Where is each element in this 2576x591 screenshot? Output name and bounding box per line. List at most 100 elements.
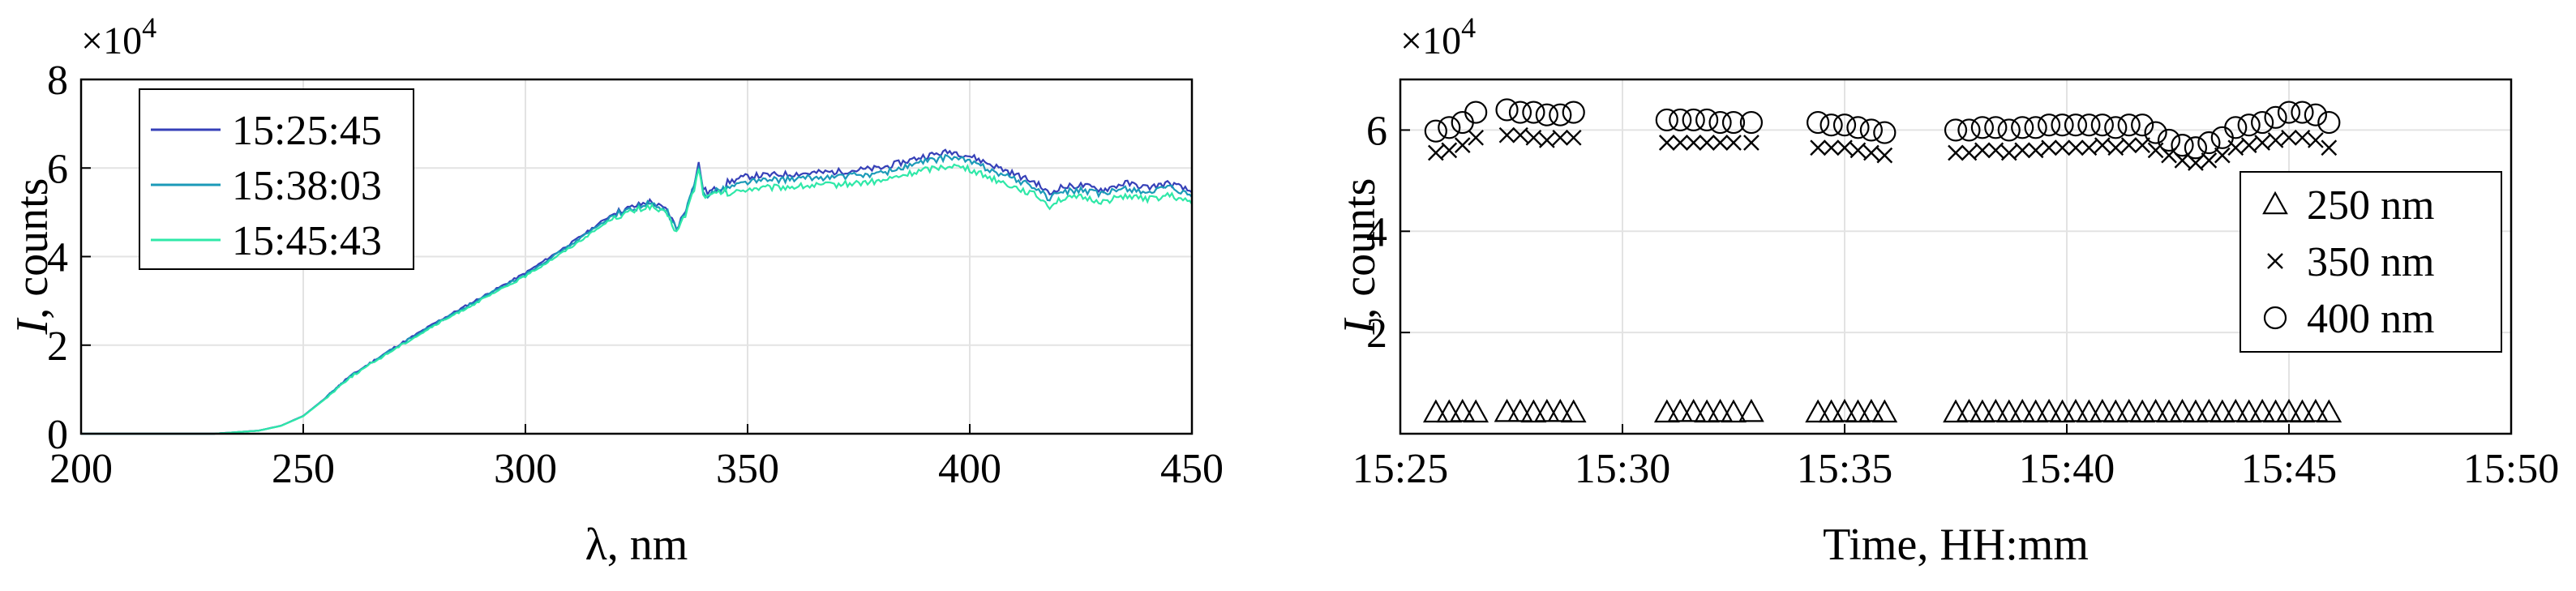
left-y-tick-label: 4 [47,235,68,281]
left-y-tick-label: 2 [47,323,68,370]
marker-350nm [2254,135,2270,151]
marker-350nm [1863,144,1879,161]
marker-250nm [2022,399,2049,423]
marker-400nm [1682,108,1705,132]
marker-350nm [1974,142,1991,159]
right-ticks: 15:25 15:30 15:35 15:40 15:45 15:50 2 4 6 [1352,108,2559,492]
marker-250nm [1982,398,2009,422]
left-y-tick-label: 0 [47,412,68,458]
marker-400nm [1464,101,1488,124]
legend-label-15-45-43: 15:45:43 [232,218,382,264]
marker-250nm [2142,398,2169,422]
spectrum-line-15-45-43 [81,163,1193,435]
legend-marker-x [2267,253,2283,269]
marker-400nm [2171,134,2194,157]
marker-250nm [1858,398,1884,422]
marker-400nm [1739,110,1764,135]
right-y-axis-label: I, counts [1335,178,1385,336]
marker-400nm [1832,113,1857,137]
marker-400nm [2037,113,2061,137]
left-x-tick-label: 300 [494,446,557,492]
right-x-tick-label: 15:40 [2019,446,2115,492]
left-y-tick-label: 6 [47,146,68,192]
legend-label-15-25-45: 15:25:45 [232,108,382,154]
marker-250nm [1707,398,1734,422]
marker-400nm [2317,110,2341,135]
legend-marker-circle [2263,306,2287,330]
marker-400nm [1549,103,1572,126]
marker-250nm [1533,398,1560,422]
marker-350nm [2054,139,2071,156]
left-x-tick-label: 200 [49,446,113,492]
marker-350nm [2107,139,2124,156]
marker-400nm [2077,113,2101,137]
right-x-tick-label: 15:25 [1352,446,1448,492]
marker-250nm [1547,398,1574,422]
marker-250nm [2076,399,2102,423]
left-y-axis-label: I, counts [7,178,58,336]
marker-400nm [1859,118,1883,142]
marker-250nm [1818,399,1845,423]
marker-350nm [2000,144,2017,161]
marker-250nm [1560,399,1587,423]
marker-350nm [1823,139,1840,156]
marker-350nm [2068,139,2084,156]
marker-250nm [1694,399,1720,423]
marker-350nm [1961,144,1978,161]
left-x-tick-label: 400 [938,446,1001,492]
marker-400nm [1495,98,1519,122]
marker-250nm [2222,398,2249,422]
marker-350nm [1685,135,1702,151]
marker-400nm [1424,119,1447,143]
marker-350nm [1849,142,1867,159]
marker-350nm [2027,142,2044,159]
marker-350nm [1987,142,2004,159]
marker-350nm [2294,129,2311,146]
right-markers [1422,98,2342,423]
right-x-axis-label: Time, HH:mm [1823,520,2089,570]
marker-400nm [2051,113,2074,137]
marker-250nm [1956,398,1982,422]
marker-400nm [2264,105,2287,129]
marker-400nm [1438,116,1461,139]
right-x-tick-label: 15:30 [1575,446,1670,492]
marker-350nm [1712,135,1729,151]
marker-400nm [2131,113,2154,137]
marker-350nm [2281,129,2297,146]
marker-250nm [2089,398,2115,422]
spectrum-chart: 200 250 300 350 400 450 0 2 4 6 8 ×104 I, counts λ… [7,11,1224,570]
marker-250nm [2156,399,2182,423]
marker-350nm [1427,144,1444,161]
marker-400nm [1873,121,1897,144]
marker-400nm [2197,131,2221,155]
marker-350nm [1512,126,1528,143]
marker-250nm [1845,399,1871,423]
left-legend: 15:25:45 15:38:03 15:45:43 [139,88,414,270]
marker-350nm [1876,147,1893,164]
left-series-lines [81,148,1193,435]
marker-350nm [2120,137,2137,154]
marker-400nm [1957,118,1981,142]
marker-400nm [1846,116,1870,139]
left-ticks: 200 250 300 350 400 450 0 2 4 6 8 [47,58,1224,492]
legend-marker-circle [2263,306,2287,330]
marker-250nm [2196,398,2222,422]
marker-350nm [1454,137,1471,154]
marker-400nm [1807,110,1830,135]
marker-350nm [2014,142,2031,159]
marker-400nm [2224,116,2248,139]
marker-350nm [2267,132,2284,148]
marker-350nm [2041,139,2057,156]
marker-250nm [2262,399,2289,423]
right-legend: 250 nm 350 nm 400 nm [2240,171,2502,353]
right-legend-box [2240,171,2502,353]
marker-250nm [1805,399,1831,423]
marker-400nm [2117,113,2141,137]
marker-250nm [2249,398,2275,422]
marker-250nm [1721,399,1747,423]
marker-350nm [1552,129,1569,146]
marker-400nm [2237,113,2261,137]
right-x-tick-label: 15:45 [2241,446,2337,492]
marker-400nm [1708,110,1732,135]
